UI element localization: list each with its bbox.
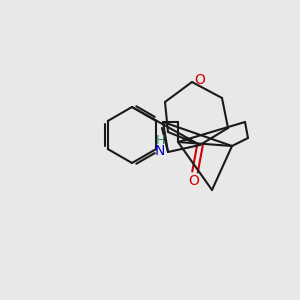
Text: N: N bbox=[155, 144, 165, 158]
Text: H: H bbox=[155, 134, 165, 148]
Text: O: O bbox=[195, 73, 206, 87]
Text: O: O bbox=[189, 174, 200, 188]
